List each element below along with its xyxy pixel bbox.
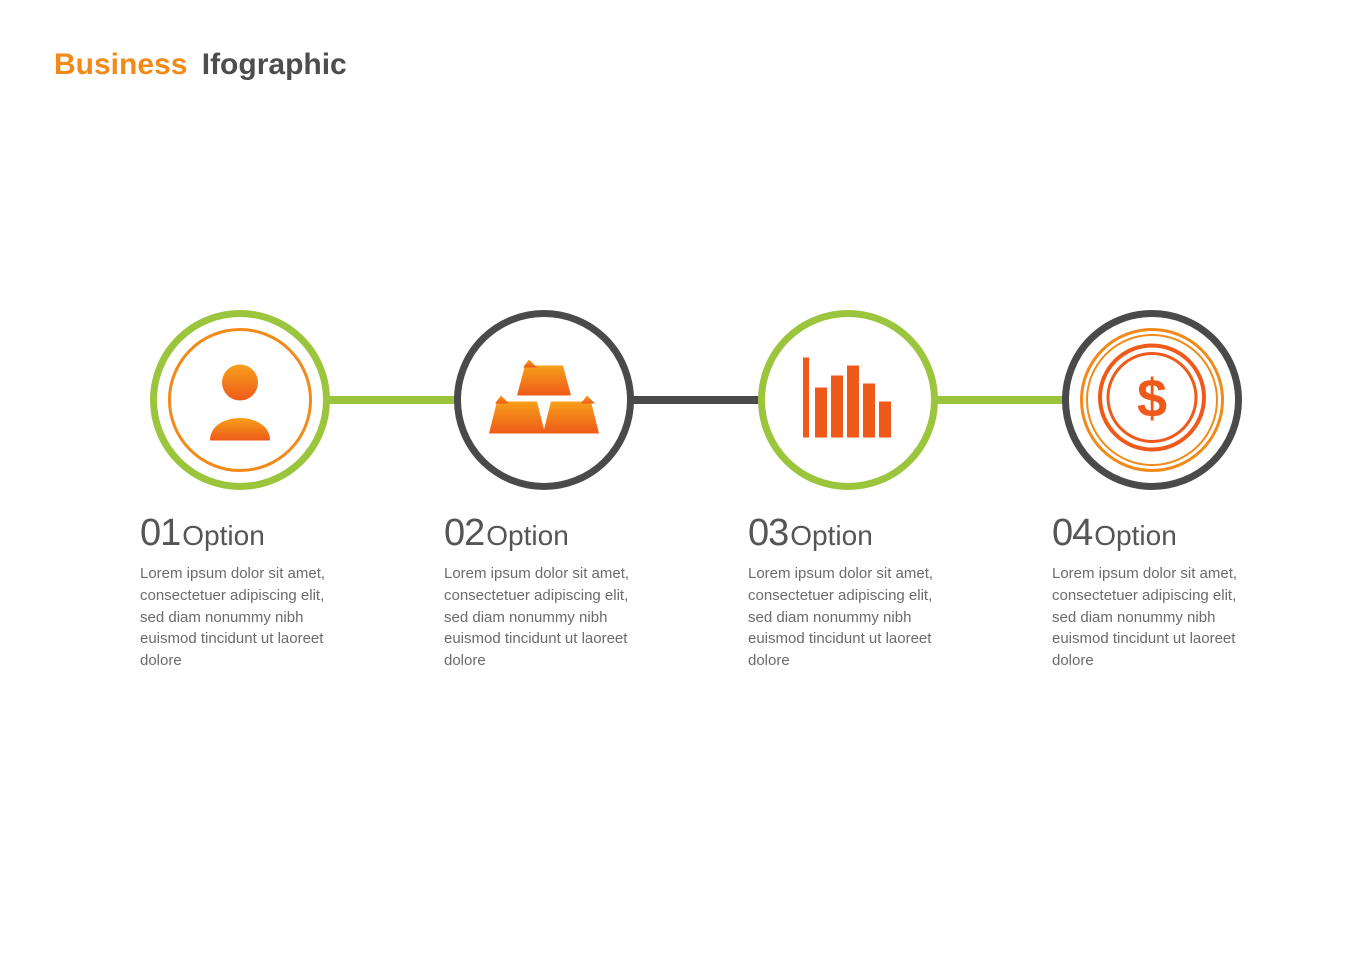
bar-chart-icon [803, 358, 893, 438]
gold-bars-icon [489, 358, 599, 438]
title-word-2: Ifographic [202, 48, 347, 81]
step-description: Lorem ipsum dolor sit amet, consectetuer… [110, 563, 370, 672]
step-option-label: Option [1094, 520, 1177, 551]
person-icon [195, 353, 285, 443]
step-number: 02 [444, 512, 484, 554]
step-circle: $ [1062, 310, 1242, 490]
step-description: Lorem ipsum dolor sit amet, consectetuer… [414, 563, 674, 672]
step-04: $ 04Option Lorem ipsum dolor sit amet, co… [1022, 310, 1282, 672]
step-number: 03 [748, 512, 788, 554]
step-label: 03Option [718, 512, 978, 555]
step-circle [454, 310, 634, 490]
step-option-label: Option [790, 520, 873, 551]
step-label: 01Option [110, 512, 370, 555]
step-circle [758, 310, 938, 490]
person-icon [195, 353, 285, 448]
step-number: 04 [1052, 512, 1092, 554]
step-01: 01Option Lorem ipsum dolor sit amet, cons… [110, 310, 370, 672]
infographic-page: Business Ifographic 01OptionLorem ipsum … [0, 0, 1372, 980]
step-02: 02Option Lorem ipsum dolor sit amet, cons… [414, 310, 674, 672]
title-word-1: Business [54, 48, 187, 81]
page-title: Business Ifographic [54, 48, 347, 82]
dollar-coin-icon: $ [1097, 343, 1207, 453]
step-circle [150, 310, 330, 490]
step-number: 01 [140, 512, 180, 554]
dollar-coin-icon: $ [1097, 343, 1207, 458]
step-label: 02Option [414, 512, 674, 555]
step-description: Lorem ipsum dolor sit amet, consectetuer… [1022, 563, 1282, 672]
step-description: Lorem ipsum dolor sit amet, consectetuer… [718, 563, 978, 672]
bar-chart-icon [803, 358, 893, 443]
gold-bars-icon [489, 358, 599, 443]
steps-row: 01OptionLorem ipsum dolor sit amet, cons… [0, 310, 1372, 710]
step-label: 04Option [1022, 512, 1282, 555]
step-option-label: Option [486, 520, 569, 551]
svg-text:$: $ [1137, 369, 1167, 429]
step-03: 03Option Lorem ipsum dolor sit amet, cons… [718, 310, 978, 672]
step-option-label: Option [182, 520, 265, 551]
